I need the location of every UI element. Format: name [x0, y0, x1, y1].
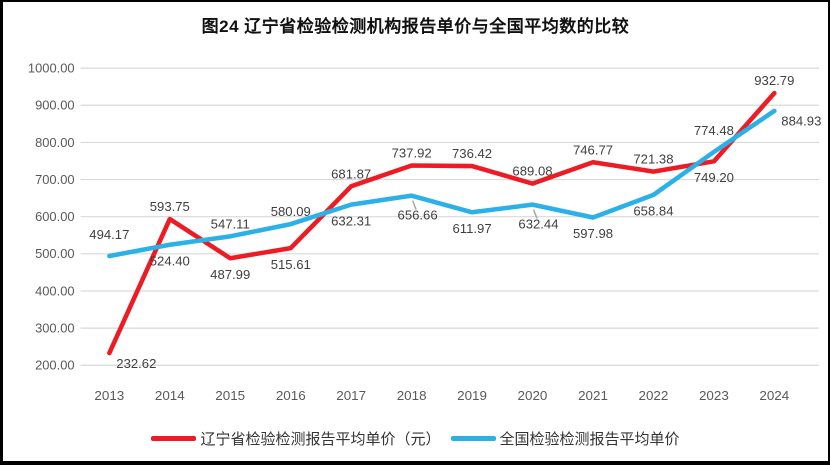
data-label: 774.48	[694, 123, 734, 138]
data-label: 632.44	[518, 216, 558, 231]
y-axis-tick-label: 700.00	[35, 172, 74, 187]
x-axis-tick-label: 2018	[397, 388, 427, 403]
data-label: 611.97	[452, 221, 491, 236]
x-axis-tick-label: 2015	[215, 388, 245, 403]
data-label: 746.77	[573, 142, 613, 157]
x-axis-tick-label: 2023	[699, 388, 729, 403]
data-label: 736.42	[452, 146, 492, 161]
x-axis-tick-label: 2013	[94, 388, 124, 403]
x-axis-tick-label: 2017	[336, 388, 366, 403]
y-axis-tick-label: 400.00	[35, 284, 74, 299]
y-axis-tick-label: 300.00	[35, 321, 74, 336]
x-axis-tick-label: 2024	[759, 388, 789, 403]
series-line-1	[107, 108, 777, 259]
y-axis-tick-label: 200.00	[35, 358, 74, 373]
data-label-leader	[411, 200, 417, 210]
data-label: 632.31	[331, 213, 371, 228]
chart-legend: 辽宁省检验检测报告平均单价（元） 全国检验检测报告平均单价	[3, 428, 828, 449]
legend-label-national: 全国检验检测报告平均单价	[499, 431, 680, 448]
line-chart-plot: 200.00 300.00 400.00 500.00 600.00 700.00 800.…	[28, 61, 821, 403]
x-axis-tick-label: 2014	[155, 388, 185, 403]
data-label-leader	[532, 209, 538, 219]
data-label: 689.08	[512, 164, 552, 179]
series-line-0	[107, 90, 777, 356]
legend-item-liaoning: 辽宁省检验检测报告平均单价（元）	[151, 428, 441, 449]
data-label: 580.09	[271, 204, 311, 219]
y-axis-tick-label: 900.00	[35, 98, 74, 113]
data-label: 487.99	[210, 267, 250, 282]
x-axis-tick-label: 2016	[276, 388, 306, 403]
data-label: 515.61	[271, 257, 311, 272]
y-axis-tick-label: 600.00	[35, 209, 74, 224]
y-axis-tick-label: 1000.00	[28, 61, 75, 76]
data-label: 494.17	[89, 227, 129, 242]
legend-line-swatch-national	[450, 436, 496, 441]
data-label: 593.75	[150, 199, 190, 214]
x-axis-tick-label: 2019	[457, 388, 487, 403]
x-axis-tick-label: 2021	[578, 388, 608, 403]
x-axis-tick-label: 2022	[639, 388, 669, 403]
data-label: 681.87	[331, 166, 371, 181]
data-label: 232.62	[116, 356, 156, 371]
data-label: 547.11	[211, 216, 250, 231]
data-label: 721.38	[633, 152, 673, 167]
legend-line-swatch-liaoning	[151, 436, 197, 441]
y-axis-tick-label: 800.00	[35, 135, 74, 150]
legend-label-liaoning: 辽宁省检验检测报告平均单价（元）	[200, 431, 441, 448]
x-axis-tick-label: 2020	[518, 388, 548, 403]
data-label: 749.20	[694, 170, 734, 185]
y-axis-tick-label: 500.00	[35, 246, 74, 261]
legend-item-national: 全国检验检测报告平均单价	[450, 428, 680, 449]
chart-title: 图24 辽宁省检验检测机构报告单价与全国平均数的比较	[201, 17, 630, 36]
data-label: 656.66	[398, 207, 438, 222]
data-label: 597.98	[573, 226, 613, 241]
data-label: 524.40	[150, 253, 190, 268]
data-label: 884.93	[781, 114, 821, 129]
data-label: 932.79	[754, 73, 794, 88]
data-label: 658.84	[633, 204, 673, 219]
data-label: 737.92	[392, 146, 432, 161]
